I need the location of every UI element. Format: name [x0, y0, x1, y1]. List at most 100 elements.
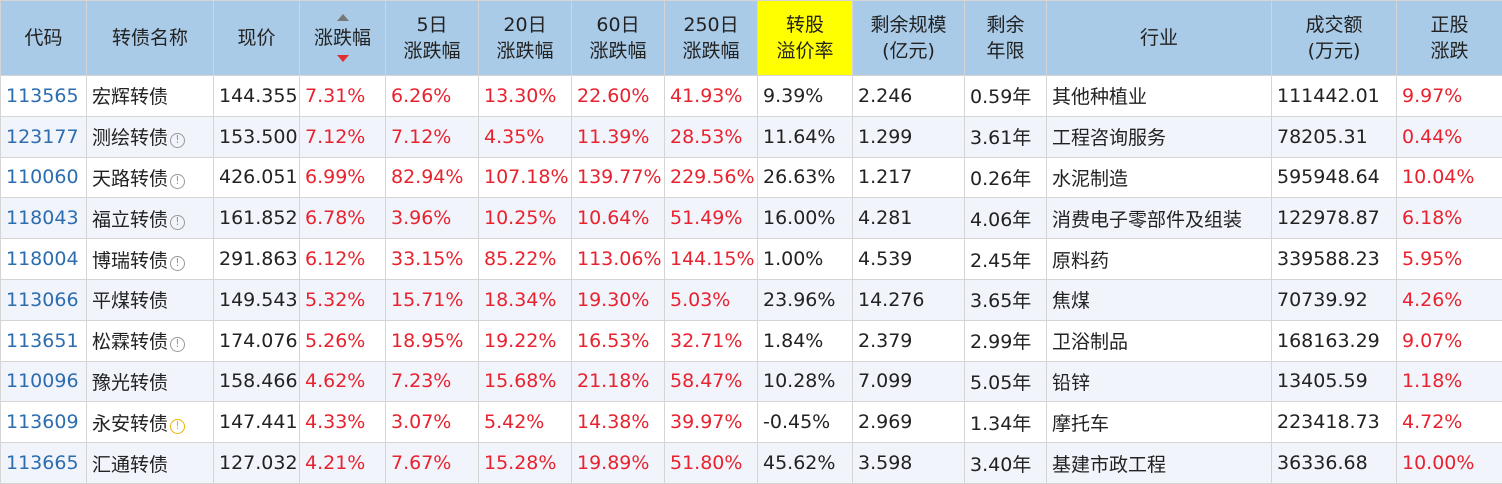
- bond-code-cell[interactable]: 113609: [1, 402, 87, 443]
- info-icon[interactable]: !: [170, 215, 185, 230]
- bond-code-cell[interactable]: 113665: [1, 443, 87, 484]
- scale-cell: 14.276: [853, 279, 965, 320]
- bond-code-link[interactable]: 113565: [6, 85, 79, 107]
- header-stock-change[interactable]: 正股涨跌: [1397, 1, 1502, 76]
- header-change-250d[interactable]: 250日涨跌幅: [665, 1, 758, 76]
- table-header-row: 代码 转债名称 现价 涨跌幅 5日涨跌幅 20日涨跌幅 60日涨跌幅 250日涨…: [1, 1, 1502, 76]
- header-change-sorted[interactable]: 涨跌幅: [300, 1, 386, 76]
- header-price[interactable]: 现价: [214, 1, 300, 76]
- stock-change-cell: 4.26%: [1397, 279, 1502, 320]
- header-industry[interactable]: 行业: [1047, 1, 1272, 76]
- bond-code-link[interactable]: 113066: [6, 289, 79, 311]
- bond-name: 福立转债: [92, 209, 168, 231]
- header-volume[interactable]: 成交额(万元): [1272, 1, 1397, 76]
- header-remaining-years[interactable]: 剩余年限: [965, 1, 1047, 76]
- table-row[interactable]: 113651 松霖转债! 174.076 5.26% 18.95% 19.22%…: [1, 320, 1502, 361]
- scale-cell: 2.969: [853, 402, 965, 443]
- premium-cell: 11.64%: [758, 116, 853, 157]
- years-cell: 2.45年: [965, 239, 1047, 280]
- change-5d-cell: 3.96%: [386, 198, 479, 239]
- change-20d-cell: 85.22%: [479, 239, 572, 280]
- change-20d-cell: 15.28%: [479, 443, 572, 484]
- sort-descending-icon[interactable]: [337, 55, 349, 62]
- scale-cell: 7.099: [853, 361, 965, 402]
- header-change-5d[interactable]: 5日涨跌幅: [386, 1, 479, 76]
- premium-cell: 9.39%: [758, 76, 853, 117]
- years-cell: 5.05年: [965, 361, 1047, 402]
- price-cell: 161.852: [214, 198, 300, 239]
- bond-code-cell[interactable]: 113565: [1, 76, 87, 117]
- change-5d-cell: 7.67%: [386, 443, 479, 484]
- industry-cell: 铅锌: [1047, 361, 1272, 402]
- scale-cell: 4.539: [853, 239, 965, 280]
- bond-code-link[interactable]: 110096: [6, 370, 79, 392]
- years-cell: 3.65年: [965, 279, 1047, 320]
- table-row[interactable]: 123177 测绘转债! 153.500 7.12% 7.12% 4.35% 1…: [1, 116, 1502, 157]
- info-icon[interactable]: !: [170, 256, 185, 271]
- change-cell: 6.78%: [300, 198, 386, 239]
- table-row[interactable]: 110096 豫光转债! 158.466 4.62% 7.23% 15.68% …: [1, 361, 1502, 402]
- bond-code-link[interactable]: 123177: [6, 126, 79, 148]
- scale-cell: 2.246: [853, 76, 965, 117]
- bond-code-link[interactable]: 118004: [6, 248, 79, 270]
- bond-code-link[interactable]: 113651: [6, 330, 79, 352]
- change-60d-cell: 19.30%: [572, 279, 665, 320]
- industry-cell: 原料药: [1047, 239, 1272, 280]
- industry-cell: 水泥制造: [1047, 157, 1272, 198]
- header-code[interactable]: 代码: [1, 1, 87, 76]
- volume-cell: 168163.29: [1272, 320, 1397, 361]
- stock-change-cell: 5.95%: [1397, 239, 1502, 280]
- header-name[interactable]: 转债名称: [87, 1, 214, 76]
- header-remaining-scale[interactable]: 剩余规模(亿元): [853, 1, 965, 76]
- table-row[interactable]: 118004 博瑞转债! 291.863 6.12% 33.15% 85.22%…: [1, 239, 1502, 280]
- bond-code-cell[interactable]: 110060: [1, 157, 87, 198]
- bond-code-cell[interactable]: 118004: [1, 239, 87, 280]
- change-cell: 5.32%: [300, 279, 386, 320]
- bond-code-link[interactable]: 110060: [6, 166, 79, 188]
- bond-code-cell[interactable]: 113066: [1, 279, 87, 320]
- table-row[interactable]: 118043 福立转债! 161.852 6.78% 3.96% 10.25% …: [1, 198, 1502, 239]
- bond-name-cell: 博瑞转债!: [87, 239, 214, 280]
- stock-change-cell: 9.97%: [1397, 76, 1502, 117]
- sort-ascending-icon[interactable]: [337, 14, 349, 21]
- volume-cell: 122978.87: [1272, 198, 1397, 239]
- industry-cell: 焦煤: [1047, 279, 1272, 320]
- table-row[interactable]: 113565 宏辉转债! 144.355 7.31% 6.26% 13.30% …: [1, 76, 1502, 117]
- header-change-60d[interactable]: 60日涨跌幅: [572, 1, 665, 76]
- bond-code-cell[interactable]: 118043: [1, 198, 87, 239]
- change-250d-cell: 58.47%: [665, 361, 758, 402]
- header-change-20d[interactable]: 20日涨跌幅: [479, 1, 572, 76]
- bond-code-cell[interactable]: 110096: [1, 361, 87, 402]
- info-icon[interactable]: !: [170, 133, 185, 148]
- bond-code-link[interactable]: 113609: [6, 411, 79, 433]
- table-row[interactable]: 113609 永安转债! 147.441 4.33% 3.07% 5.42% 1…: [1, 402, 1502, 443]
- premium-cell: 16.00%: [758, 198, 853, 239]
- header-conversion-premium[interactable]: 转股溢价率: [758, 1, 853, 76]
- change-cell: 5.26%: [300, 320, 386, 361]
- stock-change-cell: 1.18%: [1397, 361, 1502, 402]
- years-cell: 3.61年: [965, 116, 1047, 157]
- table-row[interactable]: 110060 天路转债! 426.051 6.99% 82.94% 107.18…: [1, 157, 1502, 198]
- table-row[interactable]: 113066 平煤转债! 149.543 5.32% 15.71% 18.34%…: [1, 279, 1502, 320]
- bond-code-cell[interactable]: 113651: [1, 320, 87, 361]
- change-20d-cell: 13.30%: [479, 76, 572, 117]
- bond-name: 博瑞转债: [92, 250, 168, 272]
- volume-cell: 595948.64: [1272, 157, 1397, 198]
- change-60d-cell: 11.39%: [572, 116, 665, 157]
- bond-code-link[interactable]: 113665: [6, 452, 79, 474]
- change-5d-cell: 6.26%: [386, 76, 479, 117]
- warning-icon[interactable]: !: [170, 419, 185, 434]
- change-60d-cell: 16.53%: [572, 320, 665, 361]
- price-cell: 174.076: [214, 320, 300, 361]
- price-cell: 153.500: [214, 116, 300, 157]
- info-icon[interactable]: !: [170, 174, 185, 189]
- change-60d-cell: 21.18%: [572, 361, 665, 402]
- change-20d-cell: 5.42%: [479, 402, 572, 443]
- table-row[interactable]: 113665 汇通转债! 127.032 4.21% 7.67% 15.28% …: [1, 443, 1502, 484]
- bond-name: 松霖转债: [92, 331, 168, 353]
- info-icon[interactable]: !: [170, 337, 185, 352]
- change-5d-cell: 33.15%: [386, 239, 479, 280]
- bond-code-cell[interactable]: 123177: [1, 116, 87, 157]
- change-cell: 7.31%: [300, 76, 386, 117]
- bond-code-link[interactable]: 118043: [6, 207, 79, 229]
